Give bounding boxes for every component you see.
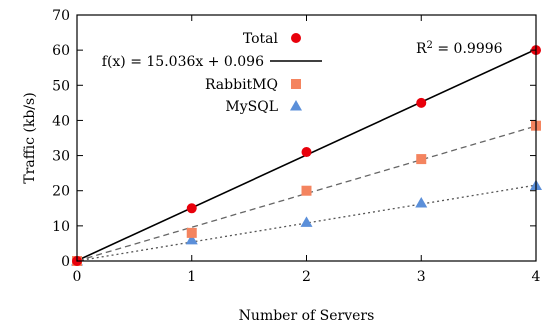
legend-label-rabbitmq: RabbitMQ — [205, 77, 278, 93]
legend-label-mysql: MySQL — [225, 99, 278, 115]
y-tick-label: 40 — [52, 113, 70, 129]
r-squared-annotation: R2 = 0.9996 — [416, 40, 503, 58]
y-tick-label: 10 — [52, 219, 70, 235]
x-tick-label: 2 — [302, 269, 311, 285]
total-point — [301, 147, 312, 158]
rabbitmq-point — [186, 227, 197, 238]
y-axis-ticks: 0 10 20 30 40 50 60 70 — [52, 8, 536, 270]
x-tick-label: 1 — [187, 269, 196, 285]
rabbitmq-point — [416, 154, 427, 165]
x-axis-label: Number of Servers — [239, 308, 375, 324]
x-tick-label: 4 — [532, 269, 541, 285]
x-axis-ticks: 0 1 2 3 4 — [73, 15, 541, 285]
y-axis-label: Traffic (kb/s) — [22, 92, 38, 183]
legend-marker-total — [291, 33, 301, 43]
rabbitmq-point — [301, 185, 312, 196]
legend-marker-mysql — [290, 100, 302, 111]
y-tick-label: 20 — [52, 184, 70, 200]
y-tick-label: 0 — [61, 254, 70, 270]
y-tick-label: 30 — [52, 149, 70, 165]
legend: Total f(x) = 15.036x + 0.096 RabbitMQ MySQL — [102, 31, 322, 115]
total-point — [186, 203, 197, 214]
total-point — [416, 97, 427, 108]
y-tick-label: 70 — [52, 8, 70, 24]
x-tick-label: 0 — [73, 269, 82, 285]
y-tick-label: 60 — [52, 43, 70, 59]
y-tick-label: 50 — [52, 78, 70, 94]
legend-marker-rabbitmq — [291, 79, 301, 89]
mysql-point — [415, 197, 428, 208]
legend-label-total: Total — [243, 31, 279, 47]
x-tick-label: 3 — [417, 269, 426, 285]
mysql-point — [185, 233, 198, 245]
mysql-point — [300, 216, 313, 227]
legend-label-fit: f(x) = 15.036x + 0.096 — [102, 54, 264, 70]
